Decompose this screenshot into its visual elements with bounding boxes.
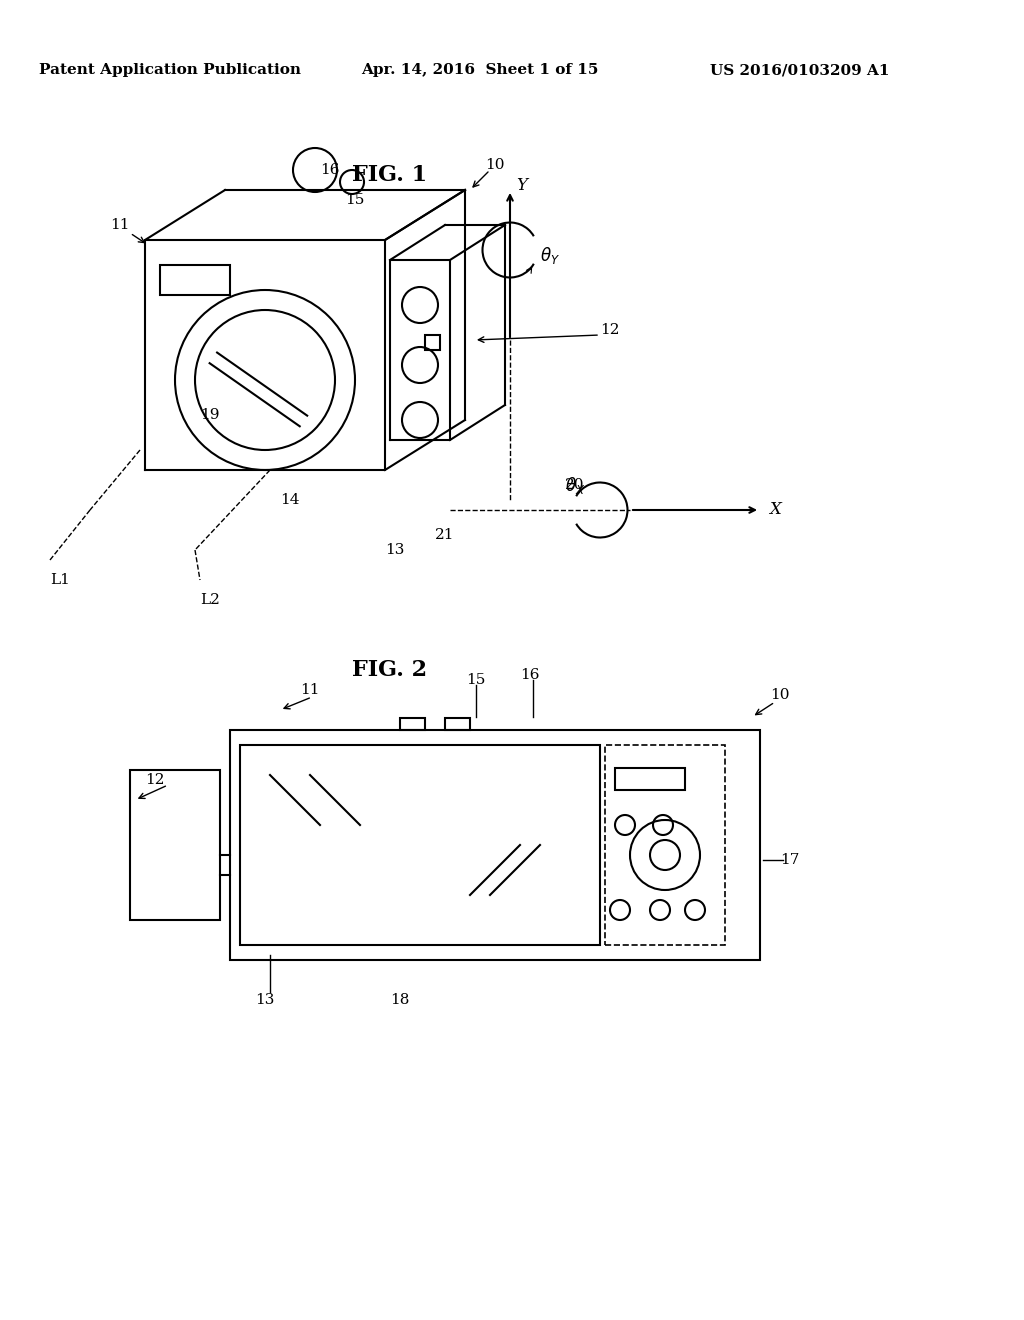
Text: L2: L2 <box>200 593 220 607</box>
Bar <box>445 718 470 730</box>
Text: $\theta_X$: $\theta_X$ <box>565 474 585 495</box>
Text: Patent Application Publication: Patent Application Publication <box>39 63 301 77</box>
Text: 11: 11 <box>111 218 130 232</box>
Text: 14: 14 <box>281 492 300 507</box>
Text: 16: 16 <box>321 162 340 177</box>
Text: 10: 10 <box>770 688 790 702</box>
Text: 21: 21 <box>435 528 455 543</box>
Text: FIG. 2: FIG. 2 <box>352 659 428 681</box>
Bar <box>240 744 600 945</box>
Text: 17: 17 <box>780 853 800 867</box>
Text: 20: 20 <box>565 478 585 492</box>
Text: X: X <box>769 502 781 519</box>
Text: 10: 10 <box>485 158 505 172</box>
Text: 12: 12 <box>145 774 165 787</box>
Bar <box>615 768 685 789</box>
Text: 19: 19 <box>201 408 220 422</box>
Bar <box>400 718 425 730</box>
Text: $\theta_Y$: $\theta_Y$ <box>540 244 560 265</box>
Bar <box>230 730 760 960</box>
Text: 13: 13 <box>255 993 274 1007</box>
Text: 16: 16 <box>520 668 540 682</box>
Text: 15: 15 <box>466 673 485 686</box>
Text: Apr. 14, 2016  Sheet 1 of 15: Apr. 14, 2016 Sheet 1 of 15 <box>361 63 599 77</box>
Bar <box>605 744 725 945</box>
Text: 15: 15 <box>345 193 365 207</box>
Bar <box>425 335 440 350</box>
Text: 18: 18 <box>390 993 410 1007</box>
Bar <box>130 770 220 920</box>
Bar <box>160 265 230 294</box>
Text: FIG. 1: FIG. 1 <box>352 164 428 186</box>
Text: 12: 12 <box>600 323 620 337</box>
Text: US 2016/0103209 A1: US 2016/0103209 A1 <box>711 63 890 77</box>
Text: 13: 13 <box>385 543 404 557</box>
Text: Y: Y <box>516 177 527 194</box>
Text: 11: 11 <box>300 682 319 697</box>
Text: L1: L1 <box>50 573 70 587</box>
